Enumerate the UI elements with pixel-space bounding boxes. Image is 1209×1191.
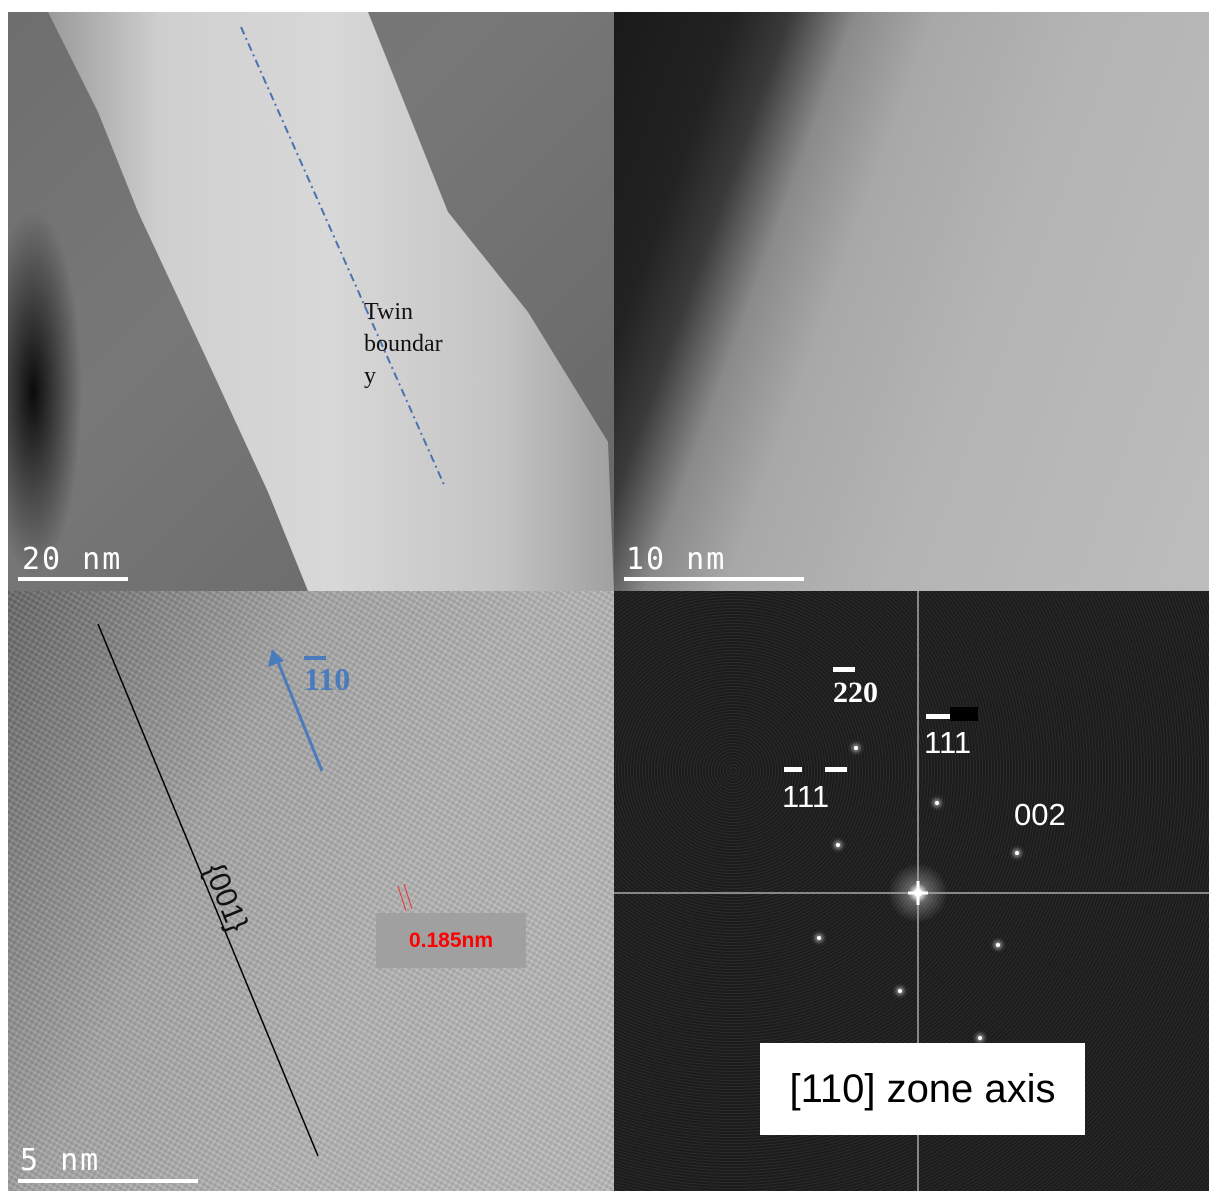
fft-spot — [996, 943, 1000, 947]
fft-label-111-left: 111 — [782, 779, 830, 814]
fft-center-spot — [914, 889, 922, 897]
scale-bar — [624, 577, 804, 581]
scale-bar-label: 20 nm — [22, 542, 123, 577]
fft-spot — [978, 1036, 982, 1040]
twin-boundary-line — [240, 26, 446, 488]
spacing-marker-2 — [403, 883, 413, 910]
d-spacing-value: 0.185nm — [408, 928, 494, 952]
fft-spot — [898, 989, 902, 993]
fft-label-111-right: 111 — [924, 725, 972, 760]
fft-spot — [836, 843, 840, 847]
direction-arrow-shaft — [274, 656, 324, 772]
fft-overbar — [825, 767, 847, 772]
fft-spot — [935, 801, 939, 805]
plane-line — [97, 623, 319, 1157]
scale-bar-label: 5 nm — [20, 1143, 101, 1178]
fft-overbar — [926, 714, 950, 719]
hrtem-overlay — [97, 623, 413, 1157]
edge-image-panel: 10 nm — [614, 12, 1209, 591]
fft-overbar — [833, 667, 855, 672]
direction-arrow-head — [268, 649, 284, 667]
spacing-marker-1 — [397, 885, 407, 912]
fft-label-220: 220 — [833, 676, 878, 709]
fft-spot — [854, 746, 858, 750]
fft-mask — [950, 707, 978, 721]
fft-panel: 220 111 111 002 — [614, 591, 1209, 1191]
hrtem-image-panel: 110 {001} 5 nm — [8, 591, 614, 1191]
direction-overbar — [304, 656, 326, 660]
nanorod-shape — [48, 12, 614, 591]
scale-bar-label: 10 nm — [626, 542, 727, 577]
zone-axis-label: [110] zone axis — [760, 1043, 1085, 1135]
fft-spot — [1015, 851, 1019, 855]
fft-overbar — [784, 767, 802, 772]
zone-axis-text: [110] zone axis — [789, 1066, 1056, 1111]
twin-boundary-label-line3: y — [364, 363, 376, 389]
twin-boundary-label-line1: Twin — [364, 299, 413, 325]
direction-label: 110 — [304, 661, 351, 697]
twin-boundary-label-line2: boundar — [364, 331, 443, 357]
fft-label-002: 002 — [1014, 797, 1066, 832]
twin-boundary-label: Twin boundar y — [364, 296, 443, 392]
scale-bar — [18, 1179, 198, 1183]
scale-bar — [18, 577, 128, 581]
d-spacing-label: 0.185nm — [376, 913, 526, 968]
fft-spot — [817, 936, 821, 940]
overview-image-panel: Twin boundar y 20 nm — [8, 12, 614, 591]
